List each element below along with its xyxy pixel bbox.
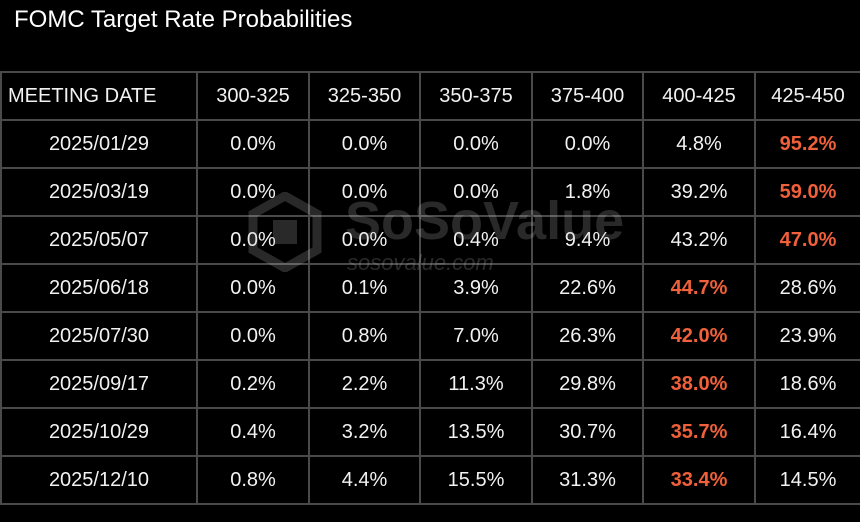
probability-cell: 39.2%: [642, 167, 756, 217]
probability-cell: 0.8%: [308, 311, 421, 361]
probability-cell: 0.4%: [196, 407, 310, 457]
probability-cell: 59.0%: [754, 167, 860, 217]
column-header: 325-350: [308, 71, 421, 121]
header-row: MEETING DATE 300-325 325-350 350-375 375-400…: [0, 71, 860, 121]
table-row: 2025/05/07 0.0% 0.0% 0.4% 9.4% 43.2% 47.0%: [0, 215, 860, 265]
meeting-date: 2025/05/07: [0, 215, 198, 265]
probability-cell: 4.8%: [642, 119, 756, 169]
probability-cell: 29.8%: [531, 359, 644, 409]
table-row: 2025/09/17 0.2% 2.2% 11.3% 29.8% 38.0% 18.6%: [0, 359, 860, 409]
probability-cell: 1.8%: [531, 167, 644, 217]
meeting-date: 2025/01/29: [0, 119, 198, 169]
column-header: 350-375: [419, 71, 533, 121]
probability-cell: 9.4%: [531, 215, 644, 265]
probability-cell: 22.6%: [531, 263, 644, 313]
probability-cell: 14.5%: [754, 455, 860, 505]
probability-cell: 0.4%: [419, 215, 533, 265]
probability-cell: 33.4%: [642, 455, 756, 505]
probability-cell: 3.9%: [419, 263, 533, 313]
meeting-date: 2025/06/18: [0, 263, 198, 313]
probability-cell: 0.8%: [196, 455, 310, 505]
meeting-date: 2025/10/29: [0, 407, 198, 457]
probability-cell: 0.0%: [196, 311, 310, 361]
probability-cell: 43.2%: [642, 215, 756, 265]
probability-cell: 0.0%: [308, 119, 421, 169]
probability-cell: 0.0%: [196, 215, 310, 265]
column-header: 375-400: [531, 71, 644, 121]
probability-cell: 42.0%: [642, 311, 756, 361]
probability-cell: 0.0%: [419, 167, 533, 217]
probability-cell: 0.0%: [419, 119, 533, 169]
table-row: 2025/03/19 0.0% 0.0% 0.0% 1.8% 39.2% 59.0%: [0, 167, 860, 217]
probability-cell: 0.2%: [196, 359, 310, 409]
title: FOMC Target Rate Probabilities: [14, 6, 353, 33]
table-row: 2025/12/10 0.8% 4.4% 15.5% 31.3% 33.4% 14.5%: [0, 455, 860, 505]
probability-cell: 3.2%: [308, 407, 421, 457]
probability-cell: 0.0%: [196, 263, 310, 313]
probability-cell: 44.7%: [642, 263, 756, 313]
probability-cell: 18.6%: [754, 359, 860, 409]
probability-cell: 11.3%: [419, 359, 533, 409]
column-header: MEETING DATE: [0, 71, 198, 121]
probability-cell: 0.0%: [308, 215, 421, 265]
probability-cell: 0.0%: [196, 167, 310, 217]
probability-cell: 47.0%: [754, 215, 860, 265]
probability-cell: 0.0%: [196, 119, 310, 169]
probability-cell: 16.4%: [754, 407, 860, 457]
column-header: 300-325: [196, 71, 310, 121]
probability-cell: 23.9%: [754, 311, 860, 361]
meeting-date: 2025/12/10: [0, 455, 198, 505]
probability-cell: 0.0%: [531, 119, 644, 169]
probability-cell: 2.2%: [308, 359, 421, 409]
probability-cell: 26.3%: [531, 311, 644, 361]
probability-cell: 30.7%: [531, 407, 644, 457]
meeting-date: 2025/03/19: [0, 167, 198, 217]
table-body: 2025/01/29 0.0% 0.0% 0.0% 0.0% 4.8% 95.2% 2025/…: [0, 119, 860, 505]
probability-cell: 13.5%: [419, 407, 533, 457]
probability-cell: 38.0%: [642, 359, 756, 409]
table-row: 2025/01/29 0.0% 0.0% 0.0% 0.0% 4.8% 95.2%: [0, 119, 860, 169]
probability-cell: 35.7%: [642, 407, 756, 457]
probability-cell: 31.3%: [531, 455, 644, 505]
table-row: 2025/10/29 0.4% 3.2% 13.5% 30.7% 35.7% 16.4%: [0, 407, 860, 457]
probability-cell: 95.2%: [754, 119, 860, 169]
table-row: 2025/07/30 0.0% 0.8% 7.0% 26.3% 42.0% 23.9%: [0, 311, 860, 361]
table-row: 2025/06/18 0.0% 0.1% 3.9% 22.6% 44.7% 28.6%: [0, 263, 860, 313]
column-header: 425-450: [754, 71, 860, 121]
probability-cell: 28.6%: [754, 263, 860, 313]
meeting-date: 2025/07/30: [0, 311, 198, 361]
column-header: 400-425: [642, 71, 756, 121]
probability-cell: 0.1%: [308, 263, 421, 313]
rate-table: MEETING DATE 300-325 325-350 350-375 375-400…: [0, 71, 860, 505]
probability-cell: 15.5%: [419, 455, 533, 505]
probability-cell: 4.4%: [308, 455, 421, 505]
meeting-date: 2025/09/17: [0, 359, 198, 409]
probability-cell: 7.0%: [419, 311, 533, 361]
probability-cell: 0.0%: [308, 167, 421, 217]
